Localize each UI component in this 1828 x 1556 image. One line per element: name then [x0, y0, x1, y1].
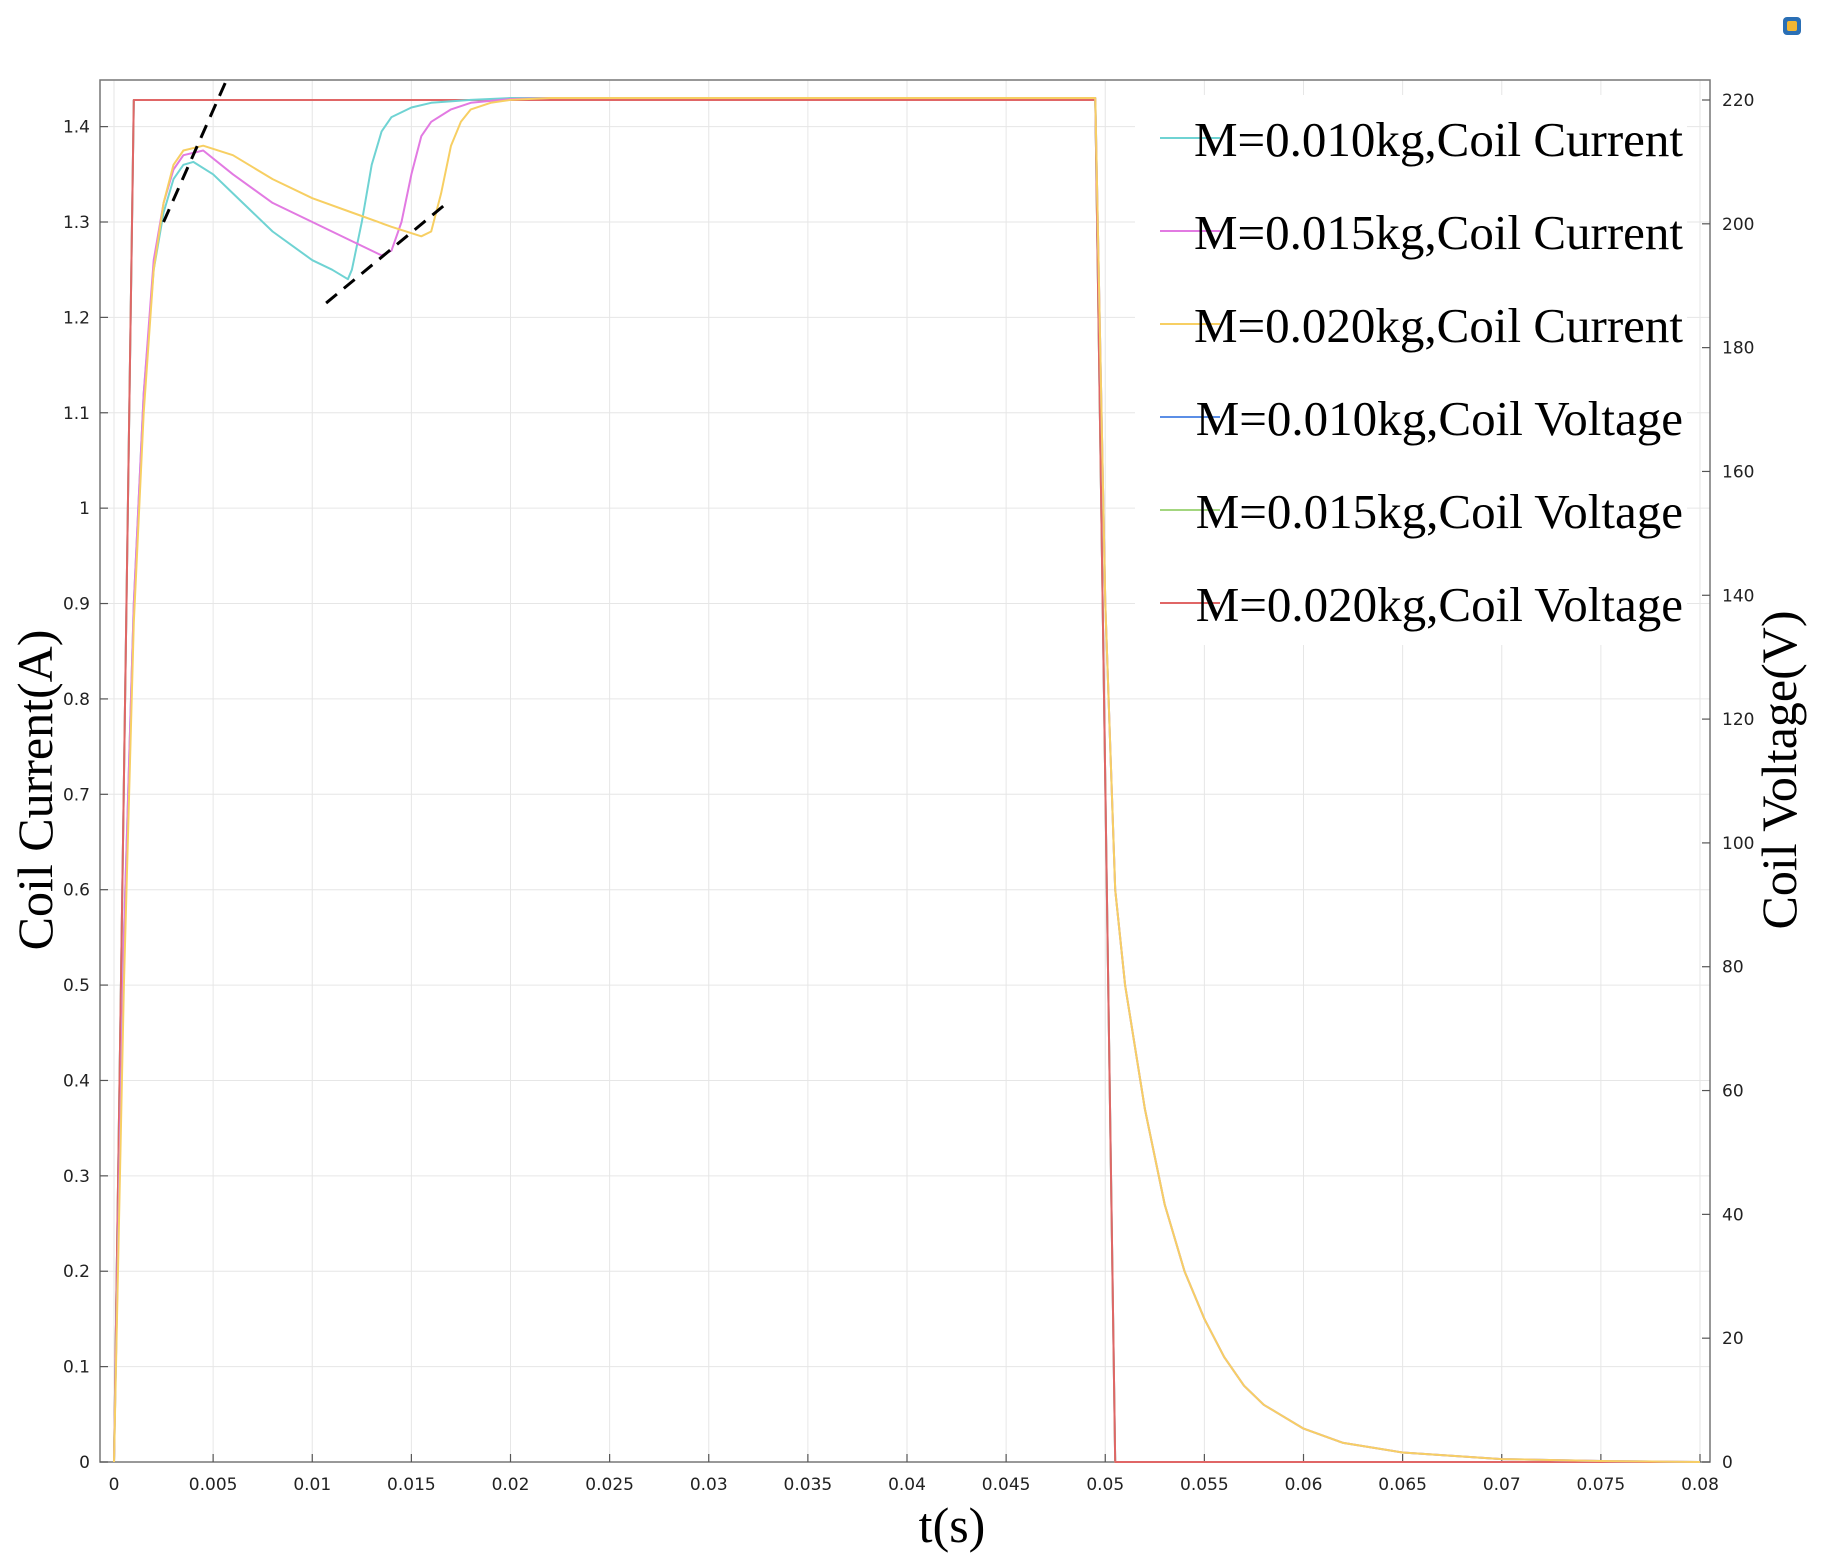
app-logo-icon: [1783, 17, 1801, 35]
dashed-annotation-line: [162, 78, 229, 223]
x-tick-label: 0.035: [784, 1475, 833, 1495]
legend-entry: M=0.015kg,Coil Current: [1194, 205, 1683, 260]
y-left-tick-label: 0.7: [63, 785, 90, 805]
y-left-tick-label: 1.2: [63, 308, 90, 328]
y-right-tick-label: 80: [1722, 958, 1744, 978]
legend-entry: M=0.015kg,Coil Voltage: [1196, 484, 1683, 539]
y-right-tick-label: 60: [1722, 1082, 1744, 1102]
y-left-tick-label: 1.4: [63, 118, 90, 138]
y-left-tick-label: 0.5: [63, 976, 90, 996]
y-left-tick-label: 0.3: [63, 1167, 90, 1187]
x-tick-label: 0.025: [585, 1475, 634, 1495]
y-right-tick-label: 220: [1722, 91, 1754, 111]
y-axis-right: 0 20 40 60 80 100 120 140 160 180 200 220: [1702, 91, 1754, 1473]
y-right-tick-label: 0: [1722, 1453, 1733, 1473]
y-left-tick-label: 0.6: [63, 881, 90, 901]
y-left-tick-label: 1.3: [63, 213, 90, 233]
y-left-tick-label: 1.1: [63, 404, 90, 424]
plot-frame: [99, 79, 1711, 1463]
x-tick-label: 0.03: [690, 1475, 728, 1495]
x-tick-label: 0.005: [189, 1475, 238, 1495]
x-axis-title: t(s): [919, 1497, 986, 1553]
legend: M=0.010kg,Coil Current M=0.015kg,Coil Cur…: [1135, 95, 1687, 645]
y-right-tick-label: 160: [1722, 462, 1754, 482]
legend-entry: M=0.020kg,Coil Voltage: [1196, 577, 1683, 632]
y-right-tick-label: 20: [1722, 1329, 1744, 1349]
y-left-tick-label: 1: [79, 499, 90, 519]
y-axis-left-title: Coil Current(A): [7, 630, 63, 951]
legend-entry: M=0.020kg,Coil Current: [1194, 298, 1683, 353]
x-tick-label: 0.02: [492, 1475, 530, 1495]
x-tick-label: 0.01: [293, 1475, 331, 1495]
y-axis-left: 0 0.1 0.2 0.3 0.4 0.5 0.6 0.7 0.8 0.9 1 1.1 1.2 1.3 1.…: [63, 118, 108, 1473]
x-tick-label: 0.045: [982, 1475, 1031, 1495]
x-tick-label: 0.065: [1378, 1475, 1427, 1495]
y-right-tick-label: 200: [1722, 215, 1754, 235]
legend-box: [1135, 95, 1687, 645]
x-tick-label: 0.06: [1285, 1475, 1323, 1495]
y-left-tick-label: 0.1: [63, 1358, 90, 1378]
y-right-tick-label: 140: [1722, 586, 1754, 606]
series-line: [113, 97, 1701, 1463]
x-tick-label: 0.015: [387, 1475, 436, 1495]
x-tick-label: 0.05: [1086, 1475, 1124, 1495]
series-layer: [113, 97, 1701, 1463]
y-left-tick-label: 0: [79, 1453, 90, 1473]
x-tick-label: 0.055: [1180, 1475, 1229, 1495]
x-tick-label: 0.075: [1577, 1475, 1626, 1495]
y-right-tick-label: 100: [1722, 834, 1754, 854]
legend-entry: M=0.010kg,Coil Voltage: [1196, 391, 1683, 446]
y-right-tick-label: 120: [1722, 710, 1754, 730]
legend-entry: M=0.010kg,Coil Current: [1194, 112, 1683, 167]
x-tick-label: 0.08: [1681, 1475, 1719, 1495]
x-tick-label: 0.04: [888, 1475, 926, 1495]
y-axis-right-title: Coil Voltage(V): [1751, 611, 1807, 930]
y-left-tick-label: 0.9: [63, 595, 90, 615]
x-axis: 0 0.005 0.01 0.015 0.02 0.025 0.03 0.035 0.04 0.0…: [109, 1454, 1719, 1495]
x-tick-label: 0: [109, 1475, 120, 1495]
y-left-tick-label: 0.8: [63, 690, 90, 710]
y-right-tick-label: 40: [1722, 1205, 1744, 1225]
x-tick-label: 0.07: [1483, 1475, 1521, 1495]
y-right-tick-label: 180: [1722, 339, 1754, 359]
dashed-annotation-line: [325, 201, 449, 305]
annotation-layer: [162, 78, 449, 305]
y-left-tick-label: 0.2: [63, 1262, 90, 1282]
y-left-tick-label: 0.4: [63, 1071, 90, 1091]
